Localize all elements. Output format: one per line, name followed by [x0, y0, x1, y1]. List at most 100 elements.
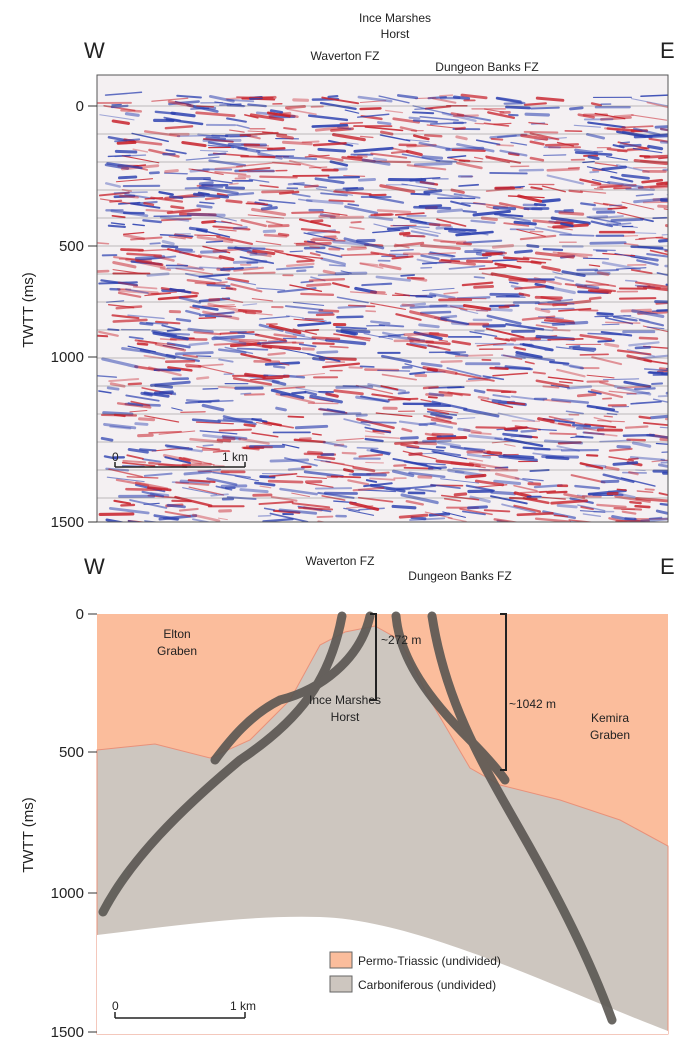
seismic-stroke [610, 218, 644, 222]
seismic-stroke [409, 517, 446, 522]
seismic-stroke [529, 132, 560, 141]
seismic-stroke [412, 105, 452, 115]
seismic-stroke [379, 184, 416, 194]
seismic-stroke [588, 264, 601, 267]
seismic-stroke [306, 482, 334, 488]
seismic-stroke [455, 135, 468, 141]
seismic-stroke [423, 414, 452, 423]
seismic-stroke [580, 505, 594, 511]
seismic-stroke [239, 488, 269, 494]
seismic-stroke [574, 148, 599, 155]
seismic-stroke [436, 208, 463, 214]
seismic-stroke [430, 483, 461, 489]
seismic-stroke [248, 178, 270, 183]
seismic-stroke [516, 260, 547, 264]
seismic-stroke [174, 248, 193, 252]
seismic-stroke [303, 232, 336, 241]
seismic-stroke [542, 248, 564, 252]
seismic-stroke [597, 420, 625, 423]
seismic-stroke [195, 111, 236, 118]
seismic-stroke [436, 434, 457, 438]
seismic-stroke [361, 282, 393, 287]
seismic-stroke [301, 140, 320, 144]
seismic-stroke [148, 430, 182, 434]
seismic-stroke [413, 161, 453, 167]
seismic-stroke [305, 198, 344, 205]
seismic-stroke [273, 386, 306, 390]
seismic-stroke [125, 288, 149, 294]
seismic-stroke [552, 251, 589, 259]
seismic-stroke [441, 111, 477, 123]
seismic-stroke [188, 486, 225, 496]
seismic-stroke [122, 459, 147, 464]
seismic-stroke [150, 196, 184, 203]
seismic-stroke [242, 303, 258, 306]
seismic-stroke [333, 333, 371, 340]
seismic-stroke [130, 400, 151, 407]
y-ticks: 0 500 1000 1500 [51, 98, 97, 531]
seismic-stroke [626, 438, 647, 442]
seismic-stroke [396, 484, 437, 491]
seismic-stroke [398, 420, 428, 427]
seismic-stroke [98, 390, 112, 394]
seismic-stroke [387, 334, 426, 342]
seismic-stroke [658, 492, 668, 497]
seismic-stroke [364, 426, 392, 434]
seismic-stroke [626, 348, 655, 357]
seismic-stroke [107, 224, 126, 228]
seismic-stroke [626, 354, 653, 363]
seismic-stroke [340, 328, 371, 334]
seismic-stroke [588, 215, 609, 219]
seismic-stroke [529, 140, 545, 146]
seismic-stroke [130, 202, 161, 209]
seismic-stroke [189, 306, 200, 310]
seismic-stroke [424, 105, 452, 110]
seismic-stroke [596, 312, 614, 316]
seismic-stroke [183, 470, 213, 476]
seismic-stroke [392, 117, 421, 124]
throw-label: ~1042 m [509, 697, 556, 711]
seismic-stroke [358, 453, 384, 458]
seismic-stroke [164, 510, 192, 518]
seismic-stroke [185, 309, 201, 316]
seismic-stroke [144, 415, 180, 423]
y-axis-label: TWTT (ms) [20, 272, 37, 348]
fault-label: Dungeon Banks FZ [435, 60, 538, 74]
seismic-stroke [261, 131, 288, 136]
seismic-stroke [398, 513, 429, 519]
seismic-stroke [634, 345, 652, 350]
seismic-stroke [575, 426, 605, 430]
seismic-stroke [601, 165, 627, 171]
seismic-stroke [357, 496, 394, 503]
seismic-stroke [360, 395, 389, 403]
seismic-stroke [286, 108, 317, 116]
seismic-stroke [592, 249, 616, 252]
seismic-stroke [345, 187, 364, 192]
seismic-stroke [590, 220, 614, 228]
seismic-stroke [400, 493, 439, 505]
seismic-stroke [508, 281, 519, 285]
seismic-stroke [557, 441, 582, 445]
seismic-stroke [391, 504, 417, 510]
seismic-stroke [474, 479, 505, 487]
seismic-stroke [393, 241, 425, 248]
seismic-stroke [556, 503, 578, 509]
seismic-stroke [453, 193, 481, 199]
seismic-stroke [494, 472, 520, 481]
seismic-stroke [284, 330, 306, 337]
seismic-stroke [167, 248, 202, 259]
seismic-stroke [621, 130, 653, 139]
seismic-stroke [359, 135, 374, 139]
seismic-stroke [363, 482, 393, 488]
seismic-stroke [473, 276, 485, 279]
seismic-stroke [648, 516, 663, 520]
seismic-stroke [307, 352, 341, 363]
seismic-stroke [320, 257, 346, 266]
seismic-stroke [424, 511, 453, 519]
seismic-stroke [336, 437, 365, 441]
seismic-stroke [394, 441, 419, 445]
seismic-stroke [169, 287, 192, 294]
seismic-stroke [202, 434, 242, 441]
seismic-stroke [105, 182, 121, 188]
y-tick-label: 1000 [51, 885, 84, 902]
